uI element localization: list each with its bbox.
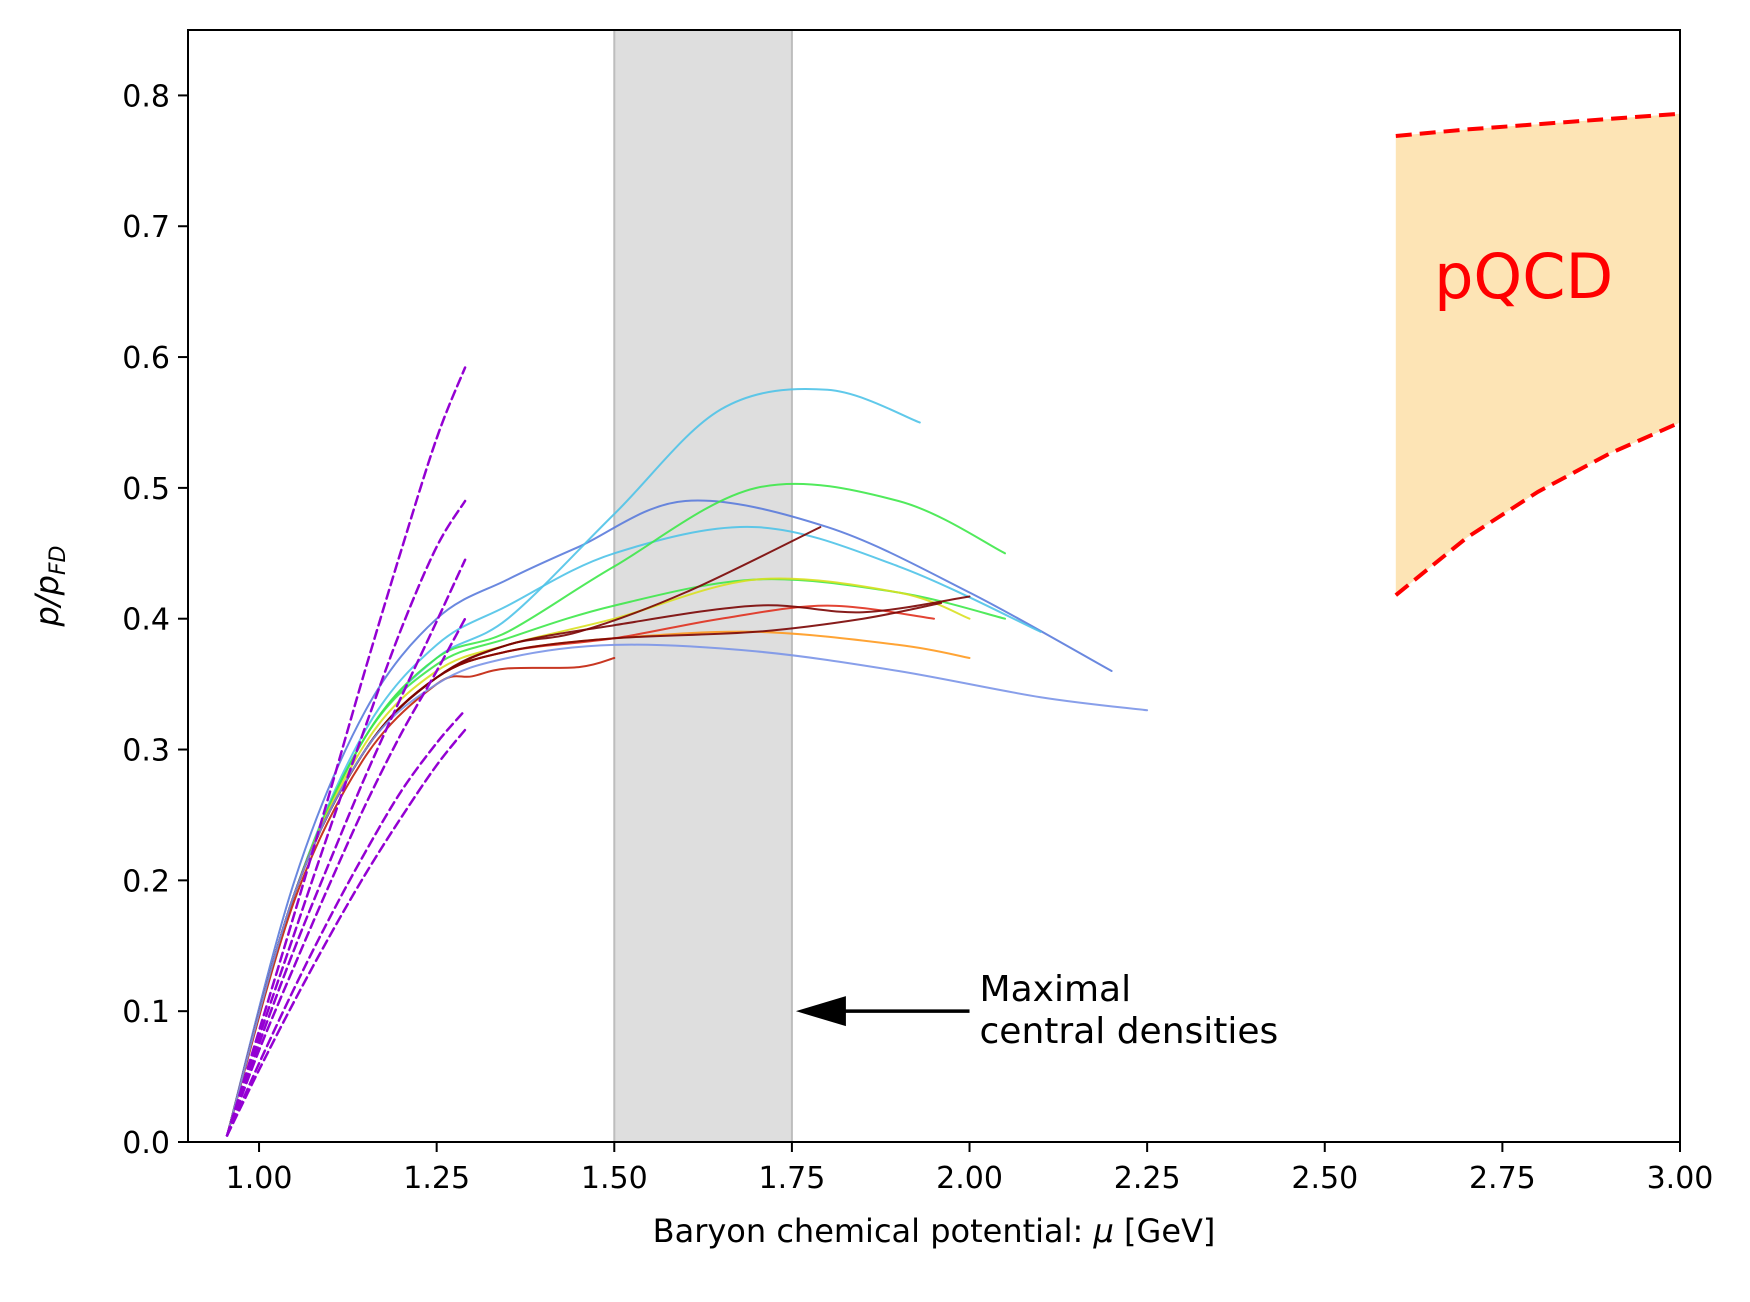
y-tick-label: 0.1 (122, 995, 170, 1030)
y-axis-label-main: p/p (28, 575, 66, 627)
series-dashed-low-density-3 (225, 558, 467, 1137)
x-tick-label: 1.00 (226, 1161, 293, 1196)
y-tick-label: 0.6 (122, 341, 170, 376)
annotation-line-2: central densities (980, 1011, 1279, 1052)
y-tick-label: 0.5 (122, 472, 170, 507)
axes-frame (187, 29, 1681, 1143)
y-tick-label: 0.2 (122, 864, 170, 899)
annotation-arrow-head (795, 996, 846, 1027)
y-tick-label: 0.3 (122, 734, 170, 769)
pqcd-region-fill (1395, 113, 1680, 596)
pqcd-lower-bound-line (1394, 420, 1681, 597)
x-tick-label: 2.50 (1291, 1161, 1358, 1196)
series-model-blue-low (226, 643, 1149, 1137)
x-axis: 1.00 1.25 1.50 1.75 2.00 2.25 2.50 2.75 3.00 (226, 1142, 1714, 1196)
y-axis-label-subscript: FD (46, 545, 71, 575)
x-axis-label: Baryon chemical potential: μ [GeV] (653, 1212, 1216, 1250)
y-tick-label: 0.4 (122, 603, 170, 638)
series-dashed-low-density-2 (225, 499, 467, 1137)
x-tick-label: 2.75 (1469, 1161, 1536, 1196)
x-tick-label: 3.00 (1647, 1161, 1714, 1196)
x-axis-label-symbol: μ (1093, 1212, 1114, 1250)
annotation-line-1: Maximal (980, 969, 1132, 1010)
x-tick-label: 2.25 (1114, 1161, 1181, 1196)
y-axis-label: p/pFD (28, 545, 71, 627)
series-dashed-low-density-1 (225, 366, 467, 1137)
y-tick-label: 0.8 (122, 79, 170, 114)
x-tick-label: 1.75 (759, 1161, 826, 1196)
plot-area (225, 29, 1681, 1143)
series-dashed-low-density-5 (225, 709, 467, 1137)
x-axis-label-suffix: [GeV] (1114, 1212, 1216, 1250)
series-model-blue-high (226, 499, 1113, 1137)
x-axis-label-prefix: Baryon chemical potential: (653, 1212, 1094, 1250)
x-tick-label: 1.25 (403, 1161, 470, 1196)
series-dashed-low-density-6 (225, 728, 467, 1137)
y-tick-label: 0.7 (122, 210, 170, 245)
x-tick-label: 2.00 (936, 1161, 1003, 1196)
pqcd-label: pQCD (1434, 240, 1613, 313)
series-dashed-low-density-4 (225, 617, 467, 1137)
y-tick-label: 0.0 (122, 1126, 170, 1161)
y-axis: 0.0 0.1 0.2 0.3 0.4 0.5 0.6 0.7 0.8 (122, 79, 188, 1161)
x-tick-label: 1.50 (581, 1161, 648, 1196)
